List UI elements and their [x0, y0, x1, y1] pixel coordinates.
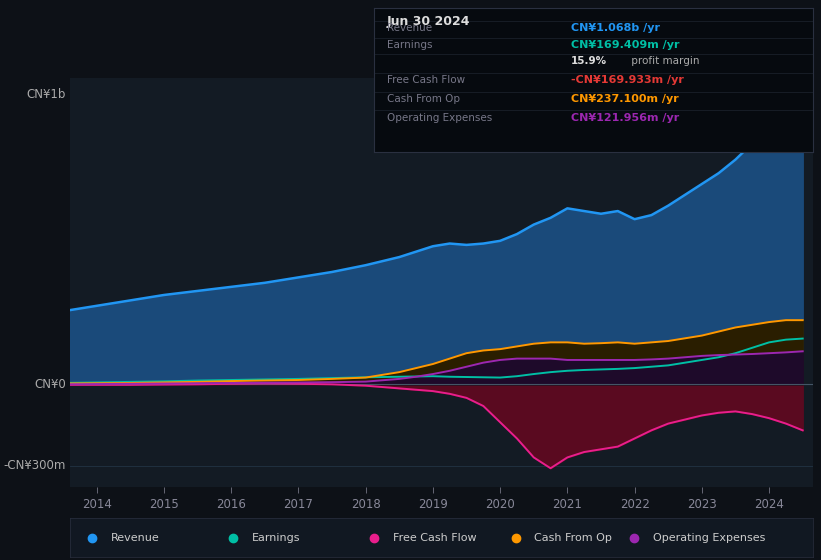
Text: CN¥0: CN¥0: [34, 378, 66, 391]
Text: profit margin: profit margin: [628, 57, 699, 66]
Text: CN¥1b: CN¥1b: [27, 88, 66, 101]
Text: Operating Expenses: Operating Expenses: [387, 113, 492, 123]
Text: Earnings: Earnings: [252, 533, 300, 543]
Text: CN¥237.100m /yr: CN¥237.100m /yr: [571, 94, 679, 104]
Text: 15.9%: 15.9%: [571, 57, 608, 66]
Text: Jun 30 2024: Jun 30 2024: [387, 15, 470, 28]
Text: Free Cash Flow: Free Cash Flow: [393, 533, 477, 543]
Text: CN¥121.956m /yr: CN¥121.956m /yr: [571, 113, 680, 123]
Text: Revenue: Revenue: [111, 533, 159, 543]
Text: -CN¥169.933m /yr: -CN¥169.933m /yr: [571, 75, 684, 85]
Text: Earnings: Earnings: [387, 40, 432, 50]
Text: Free Cash Flow: Free Cash Flow: [387, 75, 465, 85]
Text: Cash From Op: Cash From Op: [534, 533, 612, 543]
Text: -CN¥300m: -CN¥300m: [4, 459, 66, 472]
Text: Revenue: Revenue: [387, 23, 432, 33]
Text: CN¥1.068b /yr: CN¥1.068b /yr: [571, 23, 660, 33]
Text: Operating Expenses: Operating Expenses: [653, 533, 765, 543]
Text: CN¥169.409m /yr: CN¥169.409m /yr: [571, 40, 680, 50]
Text: Cash From Op: Cash From Op: [387, 94, 460, 104]
